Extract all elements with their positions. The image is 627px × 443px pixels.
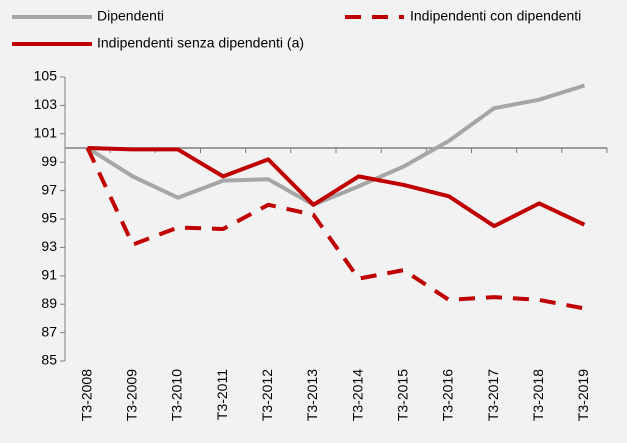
- x-tick-label: T3-2018: [530, 369, 546, 421]
- legend-label: Dipendenti: [97, 8, 164, 24]
- y-tick-label: 93: [41, 238, 57, 254]
- series-line: [87, 146, 586, 229]
- y-tick-label: 99: [41, 153, 57, 169]
- y-tick-label: 97: [41, 181, 57, 197]
- y-tick-label: 91: [41, 267, 57, 283]
- y-tick-label: 103: [34, 96, 58, 112]
- x-tick-label: T3-2019: [575, 369, 591, 421]
- y-tick-label: 95: [41, 210, 57, 226]
- x-tick-label: T3-2012: [259, 369, 275, 421]
- x-tick-label: T3-2015: [394, 369, 410, 421]
- x-tick-label: T3-2011: [214, 369, 230, 420]
- series-line: [85, 147, 585, 311]
- x-tick-label: T3-2010: [169, 369, 185, 421]
- y-tick-label: 101: [34, 125, 58, 141]
- legend-label: Indipendenti senza dipendenti (a): [97, 35, 304, 51]
- x-tick-label: T3-2016: [440, 369, 456, 421]
- x-tick-label: T3-2014: [349, 369, 365, 421]
- series-line: [86, 83, 586, 207]
- legend-label: Indipendenti con dipendenti: [410, 8, 581, 24]
- y-tick-label: 85: [41, 352, 57, 368]
- x-tick-label: T3-2017: [485, 369, 501, 421]
- y-tick-label: 87: [41, 323, 57, 339]
- x-tick-label: T3-2008: [78, 369, 94, 421]
- y-tick-label: 89: [41, 295, 57, 311]
- x-tick-label: T3-2013: [304, 369, 320, 421]
- y-tick-label: 105: [34, 68, 58, 84]
- x-tick-label: T3-2009: [123, 369, 139, 421]
